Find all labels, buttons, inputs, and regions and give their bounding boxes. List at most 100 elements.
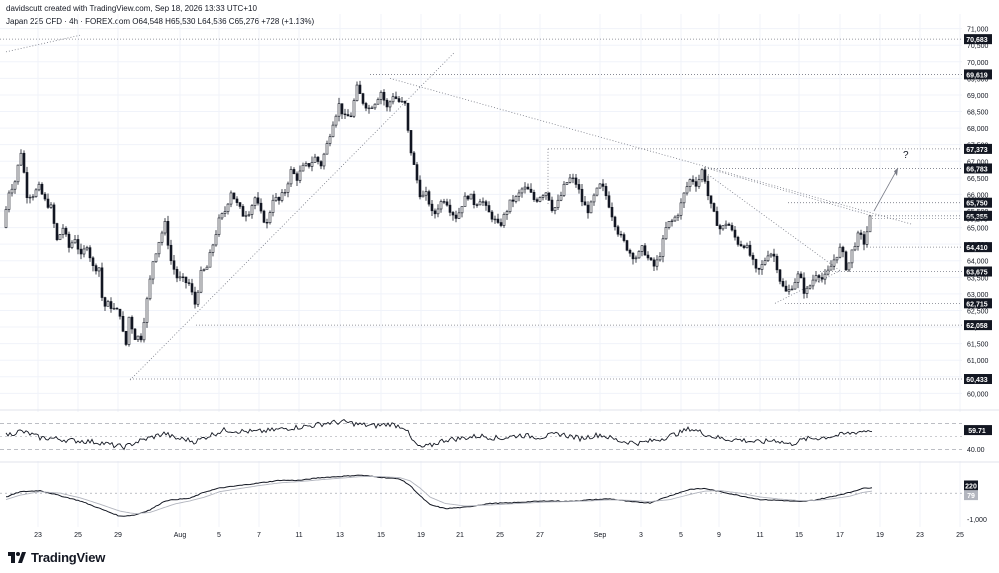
candle-up [457, 212, 461, 219]
time-axis: 23 25 29 Aug 5 7 11 13 15 19 21 25 27 Sep 3 5 9 11 15 17 19 2… [34, 532, 964, 539]
candle-up [493, 218, 497, 221]
candle-up [82, 248, 86, 255]
time-tick-label: 5 [679, 532, 683, 539]
candle-down [451, 212, 455, 216]
time-tick-label: 25 [496, 532, 504, 539]
rsi-pane: 59.71 40.00 [0, 412, 992, 461]
candle-down [778, 269, 782, 282]
candle-up [370, 107, 374, 109]
price-tick-label: 62,500 [967, 308, 989, 315]
candle-up [688, 179, 692, 187]
macd-line [5, 474, 873, 517]
candle-up [367, 107, 371, 110]
time-tick-label: 11 [756, 532, 763, 539]
candle-up [562, 183, 566, 196]
candle-up [787, 289, 791, 292]
candle-up [508, 199, 512, 213]
candle-down [694, 181, 698, 187]
candle-down [259, 202, 263, 212]
time-tick-label: 19 [417, 532, 425, 539]
candle-up [556, 199, 560, 208]
candle-down [817, 275, 821, 278]
projection-arrow [873, 167, 899, 212]
candle-up [685, 186, 689, 194]
candle-down [172, 260, 176, 270]
candle-down [772, 253, 776, 257]
price-tick-label: 64,000 [967, 259, 989, 266]
candle-down [46, 198, 50, 208]
candle-down [169, 244, 173, 262]
candle-up [157, 241, 161, 255]
candle-down [799, 273, 803, 279]
candle-up [178, 276, 182, 279]
candle-up [148, 278, 152, 300]
candle-down [526, 186, 530, 190]
candle-up [10, 188, 14, 194]
trend-line [707, 174, 841, 272]
candle-down [427, 191, 431, 205]
price-level-tag [964, 69, 992, 80]
grid [0, 14, 999, 527]
candle-up [823, 273, 827, 280]
candle-up [355, 84, 359, 101]
time-tick-label: 11 [295, 532, 302, 539]
price-tick-label: 69,000 [967, 93, 989, 100]
price-tick-label: 66,000 [967, 192, 989, 199]
candle-down [604, 186, 608, 197]
current-price-label: 65,276 [966, 216, 988, 223]
candle-up [373, 103, 377, 109]
candle-down [709, 195, 713, 204]
candle-up [514, 196, 518, 202]
candle-down [484, 201, 488, 206]
candle-up [199, 270, 203, 293]
price-level-tag [964, 320, 992, 331]
candle-down [844, 251, 848, 271]
rsi-level-label: 40.00 [967, 447, 985, 454]
candle-down [454, 214, 458, 219]
time-tick-label: 25 [956, 532, 964, 539]
candle-up [280, 192, 284, 201]
candle-up [838, 246, 842, 258]
candle-down [22, 152, 26, 173]
trend-line [5, 34, 81, 53]
candle-up [289, 169, 293, 185]
price-level-tag [964, 34, 992, 45]
candle-down [754, 259, 758, 269]
candle-down [430, 203, 434, 212]
candle-down [115, 307, 119, 310]
time-tick-label: 21 [456, 532, 464, 539]
candle-down [577, 184, 581, 190]
candle-up [505, 211, 509, 215]
candle-up [598, 183, 602, 189]
price-level-tag [964, 143, 992, 154]
candle-down [727, 223, 731, 226]
drawings: ? [0, 34, 962, 381]
candle-down [751, 255, 755, 260]
candle-down [535, 199, 539, 202]
candle-down [475, 204, 479, 206]
candle-down [718, 225, 722, 230]
candle-up [220, 213, 224, 219]
candle-down [25, 172, 29, 199]
candle-up [145, 298, 149, 323]
tradingview-logo[interactable]: TradingView [8, 549, 105, 565]
candle-up [661, 238, 665, 257]
candle-down [238, 202, 242, 207]
candle-down [64, 227, 68, 235]
candle-down [622, 234, 626, 241]
symbol-legend[interactable]: Japan 225 CFD · 4h · FOREX.com O64,548 H… [6, 17, 315, 26]
time-tick-label: Sep [594, 532, 607, 539]
candle-down [361, 93, 365, 104]
time-tick-label: 27 [536, 532, 544, 539]
price-level-tag [964, 197, 992, 208]
price-level-tag-text: 62,715 [966, 301, 988, 308]
candle-down [706, 181, 710, 197]
candle-down [394, 96, 398, 99]
candle-down [67, 233, 71, 248]
candle-up [589, 201, 593, 214]
candle-down [652, 259, 656, 267]
candle-down [490, 211, 494, 220]
candle-up [805, 287, 809, 294]
price-level-tag-text: 60,433 [966, 377, 988, 384]
